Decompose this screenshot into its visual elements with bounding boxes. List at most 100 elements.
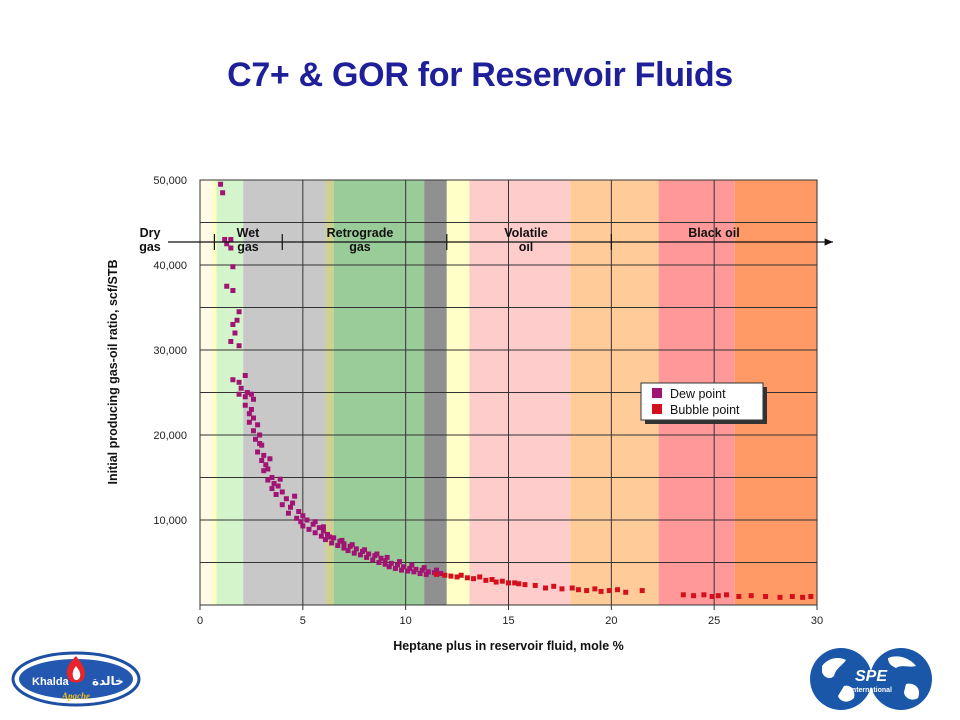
y-tick-label: 20,000 xyxy=(153,430,187,442)
dew-point-marker xyxy=(325,531,331,537)
region-label-1-1: gas xyxy=(237,240,259,254)
dew-point-marker xyxy=(269,486,275,492)
dew-point-marker xyxy=(259,458,265,463)
dew-point-marker xyxy=(388,560,394,566)
bubble-point-marker xyxy=(777,594,783,600)
dew-point-marker xyxy=(353,546,359,552)
chart-legend: Dew point Bubble point xyxy=(640,382,767,424)
legend-label-0: Dew point xyxy=(670,387,726,401)
bubble-point-marker xyxy=(800,594,806,600)
region-label-2-1: gas xyxy=(349,240,371,254)
spe-international-logo: SPE International xyxy=(810,648,932,710)
x-tick-label: 15 xyxy=(502,615,514,627)
region-label-2-0: Retrograde xyxy=(327,226,394,240)
y-axis-label: Initial producing gas-oil ratio, scf/STB xyxy=(106,259,120,484)
dew-point-marker xyxy=(257,432,263,438)
dew-point-marker xyxy=(306,526,312,532)
dew-point-marker xyxy=(279,502,285,508)
bubble-point-marker xyxy=(434,571,440,577)
dew-point-marker xyxy=(396,559,402,565)
dew-point-marker xyxy=(224,283,230,289)
y-tick-label: 40,000 xyxy=(153,260,187,272)
dew-point-marker xyxy=(230,264,236,270)
region-labels: DrygasWetgasRetrogradegasVolatileoilBlac… xyxy=(139,226,833,254)
dew-point-marker xyxy=(261,452,267,458)
dew-point-marker xyxy=(312,530,318,536)
dew-point-marker xyxy=(331,535,337,541)
dew-point-marker xyxy=(409,562,415,568)
bubble-point-marker xyxy=(477,574,483,580)
dew-point-marker xyxy=(327,534,333,540)
dew-point-marker xyxy=(255,449,261,455)
dew-point-marker xyxy=(230,288,236,293)
dew-point-marker xyxy=(294,515,300,521)
dew-point-marker xyxy=(261,468,267,474)
dew-point-marker xyxy=(392,565,398,571)
bubble-point-marker xyxy=(506,580,511,586)
spe-sub-text: International xyxy=(850,687,892,694)
dew-point-marker xyxy=(320,528,326,534)
region-label-3-1: oil xyxy=(519,240,534,254)
bubble-point-marker xyxy=(701,592,707,598)
dew-point-marker xyxy=(318,533,324,539)
spe-text: SPE xyxy=(855,668,888,685)
region-label-3-0: Volatile xyxy=(504,226,548,240)
bubble-point-marker xyxy=(736,594,742,599)
dew-point-marker xyxy=(320,524,326,530)
dew-point-marker xyxy=(300,513,306,519)
dew-point-marker xyxy=(242,394,248,400)
dew-point-marker xyxy=(322,537,328,543)
dew-point-marker xyxy=(228,339,234,344)
dew-point-marker xyxy=(248,407,254,412)
bubble-point-marker xyxy=(442,572,448,578)
bubble-point-marker xyxy=(493,579,499,585)
khalda-sub-text: Apache xyxy=(61,691,90,701)
legend-swatch-0 xyxy=(652,388,662,398)
dew-point-marker xyxy=(224,241,230,247)
bubble-point-marker xyxy=(598,588,604,594)
dew-point-marker xyxy=(232,330,238,336)
dew-point-marker xyxy=(357,552,363,558)
dew-point-marker xyxy=(434,567,440,573)
bubble-point-marker xyxy=(715,593,721,599)
dew-point-marker xyxy=(246,419,252,425)
dew-point-marker xyxy=(290,500,296,506)
dew-point-marker xyxy=(236,379,242,385)
dew-point-marker xyxy=(394,562,400,568)
bubble-point-marker xyxy=(709,594,715,599)
x-tick-label: 0 xyxy=(197,615,203,627)
bubble-point-marker xyxy=(639,588,645,594)
dew-point-marker xyxy=(265,466,271,472)
dew-point-marker xyxy=(364,554,370,560)
dew-point-marker xyxy=(425,569,431,575)
dew-point-marker xyxy=(401,564,407,570)
x-tick-label: 30 xyxy=(811,615,823,627)
y-tick-label: 10,000 xyxy=(153,515,187,527)
dew-point-marker xyxy=(417,571,423,577)
dew-point-marker xyxy=(234,317,240,323)
legend-label-1: Bubble point xyxy=(670,403,740,417)
bubble-point-marker xyxy=(623,589,629,595)
legend-swatch-1 xyxy=(652,404,662,414)
dew-point-marker xyxy=(399,567,405,573)
dew-point-marker xyxy=(351,550,357,556)
bubble-point-marker xyxy=(569,585,575,591)
dew-point-marker xyxy=(341,541,347,547)
bubble-point-marker xyxy=(584,588,590,594)
bubble-point-marker xyxy=(458,572,464,578)
bubble-point-marker xyxy=(543,585,549,591)
region-label-4-0: Black oil xyxy=(688,226,739,240)
dew-point-marker xyxy=(236,343,242,349)
bubble-point-marker xyxy=(789,594,795,599)
bubble-point-marker xyxy=(454,574,460,580)
bubble-point-marker xyxy=(464,575,470,581)
bubble-point-marker xyxy=(691,593,697,599)
dew-point-marker xyxy=(341,545,347,551)
khalda-arabic-text: خالدة xyxy=(92,674,124,688)
dew-point-marker xyxy=(236,309,242,315)
dew-point-marker xyxy=(366,551,372,557)
bubble-point-marker xyxy=(499,578,505,584)
dew-point-marker xyxy=(419,567,425,573)
bubble-point-marker xyxy=(592,586,598,592)
bubble-point-marker xyxy=(483,577,489,583)
